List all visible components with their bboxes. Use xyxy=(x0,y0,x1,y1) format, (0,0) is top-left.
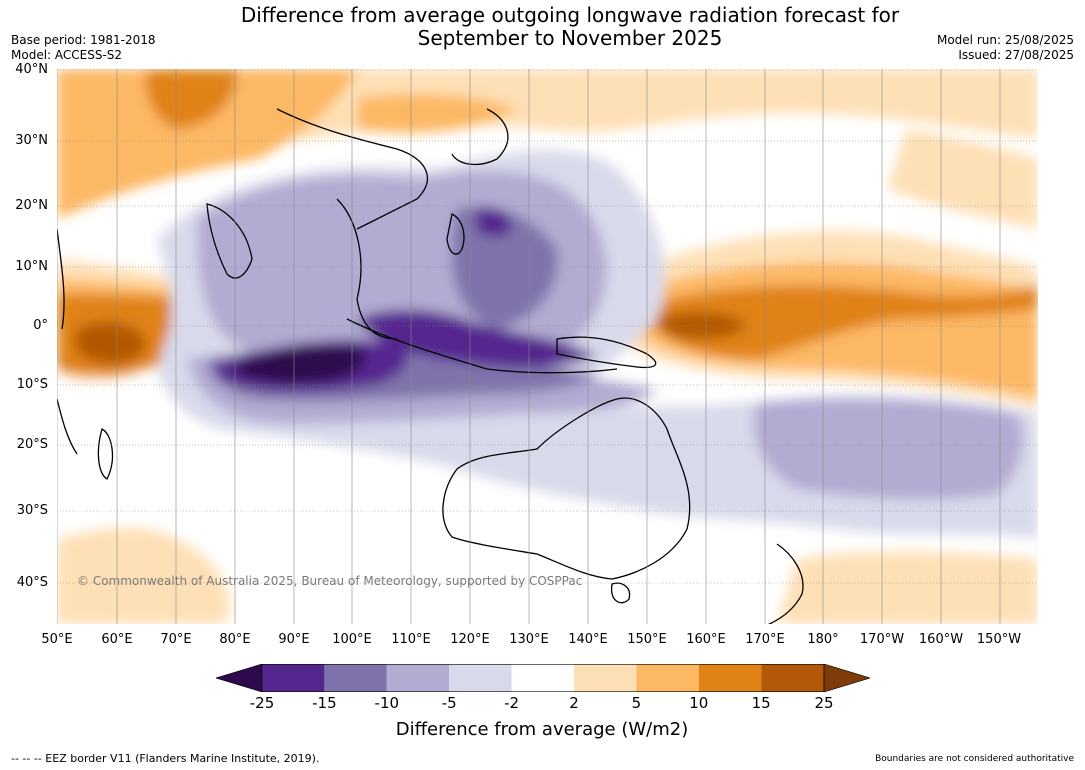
southeast-asia-outline xyxy=(336,198,398,340)
colorbar-tick-10: 10 xyxy=(689,694,709,712)
colorbar-title: Difference from average (W/m2) xyxy=(395,719,689,740)
colorbar-tick-minus15: -15 xyxy=(312,694,337,712)
model-run: Model run: 25/08/2025 xyxy=(936,33,1074,47)
colorbar-segment-9 xyxy=(761,664,824,692)
lon-label-170e: 170°E xyxy=(745,632,785,647)
colorbar-segment-below xyxy=(216,664,263,692)
lat-label-10s: 10°S xyxy=(16,377,48,392)
coastlines xyxy=(57,108,804,624)
lon-label-120e: 120°E xyxy=(450,632,490,647)
title-line-2: September to November 2025 xyxy=(417,26,723,50)
colorbar xyxy=(216,664,870,692)
issued-date: Issued: 27/08/2025 xyxy=(958,48,1074,62)
lon-label-110e: 110°E xyxy=(391,632,431,647)
colorbar-segment-4 xyxy=(449,664,512,692)
lon-label-100e: 100°E xyxy=(332,632,372,647)
colorbar-segment-above xyxy=(823,664,870,692)
lat-label-40s: 40°S xyxy=(16,575,48,590)
colorbar-tick-25: 25 xyxy=(814,694,834,712)
lat-label-equator: 0° xyxy=(33,318,48,333)
colorbar-tick-2: 2 xyxy=(569,694,579,712)
map-title: Difference from average outgoing longwav… xyxy=(170,4,970,50)
base-period: Base period: 1981-2018 xyxy=(11,33,156,47)
colorbar-tick-minus2: -2 xyxy=(504,694,520,712)
east-asia-outline xyxy=(276,108,428,230)
lon-label-50e: 50°E xyxy=(41,632,73,647)
lat-label-40n: 40°N xyxy=(15,62,48,77)
australia-outline xyxy=(442,397,691,580)
lon-label-80e: 80°E xyxy=(219,632,251,647)
new-guinea-outline xyxy=(556,336,657,369)
colorbar-segment-3 xyxy=(386,664,450,692)
lon-label-130e: 130°E xyxy=(509,632,549,647)
lat-label-20n: 20°N xyxy=(15,198,48,213)
meta-right: Model run: 25/08/2025 Issued: 27/08/2025 xyxy=(937,33,1074,63)
colorbar-segment-6 xyxy=(574,664,637,692)
meta-left: Base period: 1981-2018 Model: ACCESS-S2 xyxy=(11,33,156,63)
colorbar-tick-5: 5 xyxy=(631,694,642,712)
new-zealand-outline xyxy=(767,543,804,624)
lon-label-60e: 60°E xyxy=(101,632,133,647)
lon-label-70e: 70°E xyxy=(160,632,192,647)
colorbar-segment-8 xyxy=(698,664,762,692)
lat-label-10n: 10°N xyxy=(15,259,48,274)
colorbar-tick-minus10: -10 xyxy=(374,694,400,712)
title-line-1: Difference from average outgoing longwav… xyxy=(240,3,900,27)
colorbar-tick-minus5: -5 xyxy=(441,694,457,712)
boundaries-disclaimer: Boundaries are not considered authoritat… xyxy=(875,754,1074,764)
tasmania-outline xyxy=(610,582,631,604)
lon-label-170w: 170°W xyxy=(859,632,905,647)
lat-label-30s: 30°S xyxy=(16,503,48,518)
lon-label-160w: 160°W xyxy=(918,632,964,647)
philippines-outline xyxy=(446,213,465,255)
lon-label-90e: 90°E xyxy=(278,632,310,647)
copyright-notice: © Commonwealth of Australia 2025, Bureau… xyxy=(77,574,583,588)
lon-label-140e: 140°E xyxy=(568,632,608,647)
olr-anomaly-map xyxy=(57,69,1038,624)
lon-label-150e: 150°E xyxy=(627,632,667,647)
colorbar-segment-5 xyxy=(511,664,574,692)
lon-label-180: 180° xyxy=(807,632,839,647)
india-outline xyxy=(206,203,253,279)
maritime-continent-outline xyxy=(346,318,618,374)
africa-east-outline xyxy=(57,228,78,455)
japan-outline xyxy=(451,108,509,166)
colorbar-tick-15: 15 xyxy=(751,694,771,712)
lat-label-20s: 20°S xyxy=(16,437,48,452)
madagascar-outline xyxy=(97,428,114,480)
colorbar-segment-1 xyxy=(262,664,325,692)
colorbar-tick-minus25: -25 xyxy=(249,694,275,712)
graticule xyxy=(57,69,1001,624)
lat-label-30n: 30°N xyxy=(15,133,48,148)
eez-border-note: -- -- -- EEZ border V11 (Flanders Marine… xyxy=(11,752,320,765)
colorbar-segment-2 xyxy=(324,664,387,692)
colorbar-segment-7 xyxy=(636,664,699,692)
lon-label-150w: 150°W xyxy=(976,632,1022,647)
model-name: Model: ACCESS-S2 xyxy=(11,48,123,62)
lon-label-160e: 160°E xyxy=(686,632,726,647)
